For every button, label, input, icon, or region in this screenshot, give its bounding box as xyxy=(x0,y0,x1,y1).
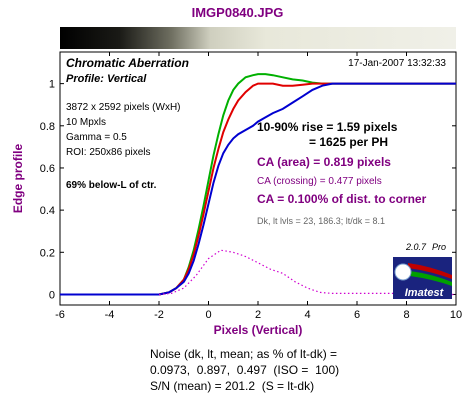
y-tick-label: 1 xyxy=(49,79,55,91)
x-axis-label: Pixels (Vertical) xyxy=(214,323,303,337)
y-tick-label: 0.6 xyxy=(40,163,55,175)
info-bold-line: 69% below-L of ctr. xyxy=(66,180,157,191)
ca-dist: CA = 0.100% of dist. to corner xyxy=(257,192,427,206)
x-tick-label: 10 xyxy=(450,309,462,321)
file-title: IMGP0840.JPG xyxy=(191,5,284,20)
noise-summary: Noise (dk, lt, mean; as % of lt-dk) = 0.… xyxy=(150,346,339,394)
y-axis-label: Edge profile xyxy=(11,144,25,214)
x-tick-label: -2 xyxy=(154,309,164,321)
noise-line-3: S/N (mean) = 201.2 (S = lt-dk) xyxy=(150,379,315,393)
noise-line-2: 0.0973, 0.897, 0.497 (ISO = 100) xyxy=(150,363,340,377)
timestamp: 17-Jan-2007 13:32:33 xyxy=(348,58,446,69)
y-tick-label: 0 xyxy=(49,289,55,301)
logo-green-stripe xyxy=(410,271,452,286)
x-tick-label: 0 xyxy=(205,309,211,321)
version-tag: Pro xyxy=(432,242,446,252)
chart-subtitle: Profile: Vertical xyxy=(66,73,147,85)
rise-line-2: = 1625 per PH xyxy=(309,135,388,149)
info-line: Gamma = 0.5 xyxy=(66,132,127,143)
noise-line-1: Noise (dk, lt, mean; as % of lt-dk) = xyxy=(150,347,338,361)
ca-area: CA (area) = 0.819 pixels xyxy=(257,155,391,169)
x-tick-label: 2 xyxy=(255,309,261,321)
x-tick-label: -6 xyxy=(55,309,65,321)
y-tick-label: 0.4 xyxy=(40,205,55,217)
plot-frame xyxy=(59,51,457,306)
logo-text: Imatest xyxy=(405,287,445,299)
x-tick-label: -4 xyxy=(105,309,115,321)
dk-line: Dk, lt lvls = 23, 186.3; lt/dk = 8.1 xyxy=(257,216,385,226)
x-tick-label: 4 xyxy=(304,309,310,321)
logo-red-stripe xyxy=(408,263,452,279)
ca-crossing: CA (crossing) = 0.477 pixels xyxy=(257,176,382,187)
series-blue-line xyxy=(60,82,456,296)
edge-gradient-bar xyxy=(60,27,456,49)
x-tick-label: 6 xyxy=(354,309,360,321)
y-tick-label: 0.2 xyxy=(40,247,55,259)
info-line: ROI: 250x86 pixels xyxy=(66,147,151,158)
x-tick-label: 8 xyxy=(403,309,409,321)
version: 2.0.7 xyxy=(405,242,427,252)
rise-line-1: 10-90% rise = 1.59 pixels xyxy=(257,120,398,134)
info-line: 3872 x 2592 pixels (WxH) xyxy=(66,102,181,113)
logo-circle-icon xyxy=(394,263,412,281)
info-line: 10 Mpxls xyxy=(66,117,106,128)
y-tick-label: 0.8 xyxy=(40,121,55,133)
chart-title: Chromatic Aberration xyxy=(66,56,189,70)
